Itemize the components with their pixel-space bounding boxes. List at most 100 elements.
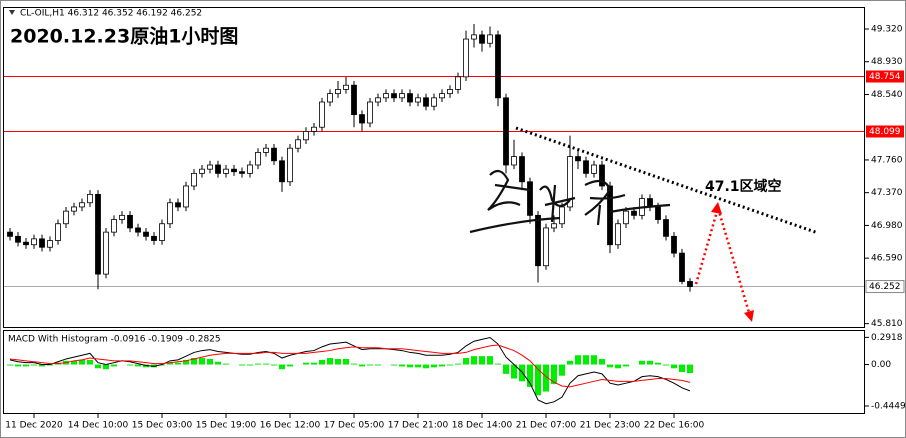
current-price-box [865, 280, 905, 294]
candle-body [87, 193, 93, 204]
candle-body [439, 93, 445, 99]
candle-body [511, 156, 517, 166]
candle-body [103, 231, 109, 275]
histogram-bar [191, 358, 197, 365]
x-tick-label: 15 Dec 03:00 [132, 421, 193, 431]
candle-body [63, 210, 69, 225]
macd-line [9, 344, 691, 388]
histogram-bar [359, 364, 365, 367]
candle-body [79, 202, 85, 208]
x-tick-label: 16 Dec 12:00 [260, 421, 321, 431]
candle-body [271, 147, 277, 162]
candle-body [191, 172, 197, 187]
candle-body [407, 93, 413, 103]
histogram-bar [287, 364, 293, 367]
histogram-bar [639, 360, 645, 365]
candle-body [207, 164, 213, 170]
histogram-bar [95, 364, 101, 369]
histogram-bar [79, 359, 85, 365]
main-panel [3, 7, 865, 328]
candle-body [423, 97, 429, 107]
candle-body [319, 101, 325, 128]
histogram-bar [615, 364, 621, 369]
histogram-bar [407, 364, 413, 368]
candle-body [55, 223, 61, 241]
annotation: 47.1区域空 [705, 178, 782, 195]
candle-body [543, 227, 549, 267]
histogram-bar [599, 358, 605, 365]
candle-body [463, 38, 469, 78]
candle-body [175, 202, 181, 208]
histogram-bar [31, 364, 37, 366]
histogram-bar [551, 364, 557, 385]
current-price-label: 46.252 [869, 282, 901, 292]
histogram-bar [127, 364, 133, 366]
histogram-bar [23, 364, 29, 367]
candle-body [303, 131, 309, 141]
candle-body [135, 227, 141, 233]
candle-body [671, 235, 677, 254]
histogram-bar [503, 364, 509, 374]
candle-body [127, 214, 133, 229]
x-tick-label: 17 Dec 05:00 [324, 421, 385, 431]
y-tick-label: 48.540 [871, 90, 903, 100]
histogram-bar [39, 364, 45, 367]
candle-body [591, 164, 597, 174]
candle-body [631, 210, 637, 216]
y-tick-label: 46.590 [871, 254, 903, 264]
level-label: 48.099 [869, 127, 901, 137]
candle-body [479, 34, 485, 44]
x-tick-label: 15 Dec 19:00 [196, 421, 257, 431]
candle-body [311, 126, 317, 132]
histogram-bar [607, 364, 613, 368]
candle-body [615, 223, 621, 246]
candle-body [551, 223, 557, 229]
y-tick-label: 0.00 [871, 360, 891, 370]
histogram-bar [447, 364, 453, 366]
histogram-bar [167, 362, 173, 365]
x-tick-label: 14 Dec 10:00 [68, 421, 129, 431]
candle-body [279, 160, 285, 183]
x-tick-label: 21 Dec 07:00 [516, 421, 577, 431]
candle-body [215, 164, 221, 174]
candle-body [295, 139, 301, 149]
histogram-bar [399, 364, 405, 367]
candle-body [391, 93, 397, 99]
candle-body [119, 214, 125, 220]
candle-body [471, 34, 477, 40]
candle-body [95, 193, 101, 275]
y-tick-label: 45.810 [871, 319, 903, 329]
histogram-bar [575, 355, 581, 365]
candle-body [263, 147, 269, 153]
candle-body [15, 235, 21, 243]
histogram-bar [479, 356, 485, 365]
candle-body [495, 34, 501, 99]
candle-body [31, 238, 37, 246]
histogram-bar [431, 364, 437, 368]
y-tick-label: 0.2918 [871, 333, 903, 343]
histogram-bar [367, 364, 373, 366]
candle-body [415, 97, 421, 103]
candle-body [223, 168, 229, 174]
histogram-bar [687, 364, 693, 374]
candle-body [231, 168, 237, 173]
marks: 49.320 48.930 48.540 47.760 47.370 46.980 46.5… [4, 23, 906, 431]
candle-body [679, 252, 685, 282]
y-tick-label: 48.930 [871, 57, 903, 67]
histogram-bar [535, 364, 541, 396]
histogram-bar [199, 358, 205, 365]
level-label: 48.754 [869, 72, 901, 82]
candle-body [143, 231, 149, 237]
histogram-bar [15, 364, 21, 367]
symbol-icon [9, 10, 15, 15]
x-tick-label: 11 Dec 2020 [5, 421, 63, 431]
histogram-bar [71, 360, 77, 365]
histogram-bar [391, 364, 397, 366]
histogram-bar [511, 364, 517, 379]
histogram-bar [455, 363, 461, 365]
candle-body [567, 156, 573, 208]
histogram-bar [87, 359, 93, 365]
histogram-bar [335, 358, 341, 365]
